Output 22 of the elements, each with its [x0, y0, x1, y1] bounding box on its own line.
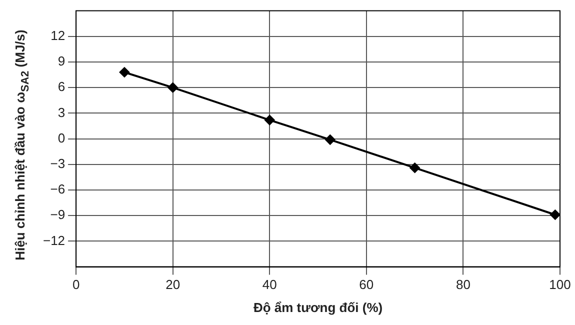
y-tick-label: 0	[58, 130, 66, 146]
point	[325, 134, 336, 145]
x-tick-label: 100	[549, 277, 571, 292]
point	[168, 82, 178, 93]
y-tick-label: 3	[58, 104, 66, 120]
point	[264, 115, 275, 126]
point	[550, 210, 560, 220]
x-axis-title: Độ ẩm tương đối (%)	[253, 300, 383, 315]
y-tick-label: 6	[58, 79, 66, 94]
point	[119, 67, 130, 78]
y-tick-label: −6	[50, 182, 66, 197]
y-tick-label: 12	[50, 28, 66, 43]
y-tick-label: −12	[42, 232, 66, 248]
x-tick-label: 60	[359, 277, 374, 292]
x-tick-label: 40	[262, 277, 277, 292]
x-tick-label: 20	[166, 277, 180, 292]
point	[410, 162, 420, 173]
y-tick-label: −3	[50, 156, 66, 171]
x-tick-label: 80	[456, 277, 470, 292]
x-tick-label: 0	[72, 277, 80, 292]
y-tick-label: −9	[50, 207, 66, 222]
y-tick-label: 9	[58, 54, 66, 69]
